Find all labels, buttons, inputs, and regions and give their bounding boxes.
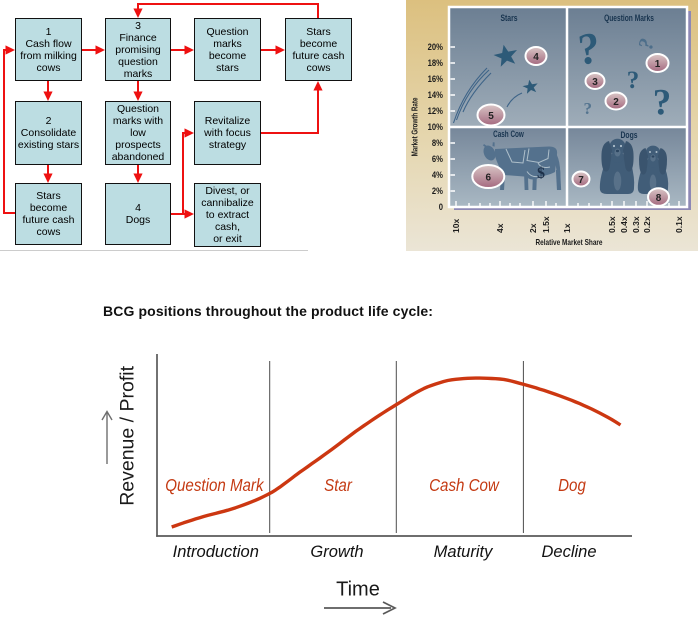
svg-text:0.5x: 0.5x [607,216,617,233]
svg-text:20%: 20% [428,41,444,52]
svg-text:0.4x: 0.4x [619,216,629,233]
svg-text:Introduction: Introduction [173,543,259,561]
svg-text:4x: 4x [495,223,505,233]
svg-text:?: ? [584,99,593,118]
svg-text:0: 0 [439,201,444,212]
svg-text:8%: 8% [432,137,444,148]
svg-text:10x: 10x [451,219,461,233]
svg-text:0.2x: 0.2x [642,216,652,233]
svg-text:6%: 6% [432,153,444,164]
svg-text:8: 8 [656,193,662,204]
svg-text:Growth: Growth [310,543,363,561]
svg-text:4: 4 [533,52,539,63]
svg-text:0.3x: 0.3x [631,216,641,233]
svg-text:Market Growth Rate: Market Growth Rate [411,98,420,157]
svg-text:10%: 10% [428,121,444,132]
svg-text:2: 2 [613,97,619,108]
svg-text:?: ? [627,67,640,94]
svg-text:Revenue / Profit: Revenue / Profit [117,365,139,505]
svg-text:16%: 16% [428,73,444,84]
svg-text:12%: 12% [428,105,444,116]
svg-text:7: 7 [578,175,584,186]
svg-text:Maturity: Maturity [434,543,494,561]
svg-text:6: 6 [486,173,492,184]
svg-text:Time: Time [336,578,380,600]
svg-text:1x: 1x [562,223,572,233]
svg-text:2x: 2x [528,223,538,233]
svg-text:1.5x: 1.5x [541,216,551,233]
svg-text:1: 1 [655,59,661,70]
svg-text:Dogs: Dogs [620,130,637,140]
svg-text:2%: 2% [432,185,444,196]
svg-text:3: 3 [592,77,598,88]
svg-text:Cash Cow: Cash Cow [429,475,500,496]
svg-text:5: 5 [488,111,494,122]
svg-text:18%: 18% [428,57,444,68]
svg-text:14%: 14% [428,89,444,100]
svg-text:Cash Cow: Cash Cow [493,129,524,140]
svg-text:Decline: Decline [541,543,596,561]
svg-text:$: $ [537,165,545,182]
svg-text:Star: Star [324,475,353,496]
svg-text:?: ? [653,83,672,124]
svg-text:Stars: Stars [500,13,517,23]
svg-text:Question Mark: Question Mark [165,475,264,496]
svg-text:Relative Market Share: Relative Market Share [536,237,603,247]
svg-text:Dog: Dog [558,475,586,496]
svg-text:Question Marks: Question Marks [604,13,654,23]
svg-text:0.1x: 0.1x [674,216,684,233]
svg-text:4%: 4% [432,169,444,180]
